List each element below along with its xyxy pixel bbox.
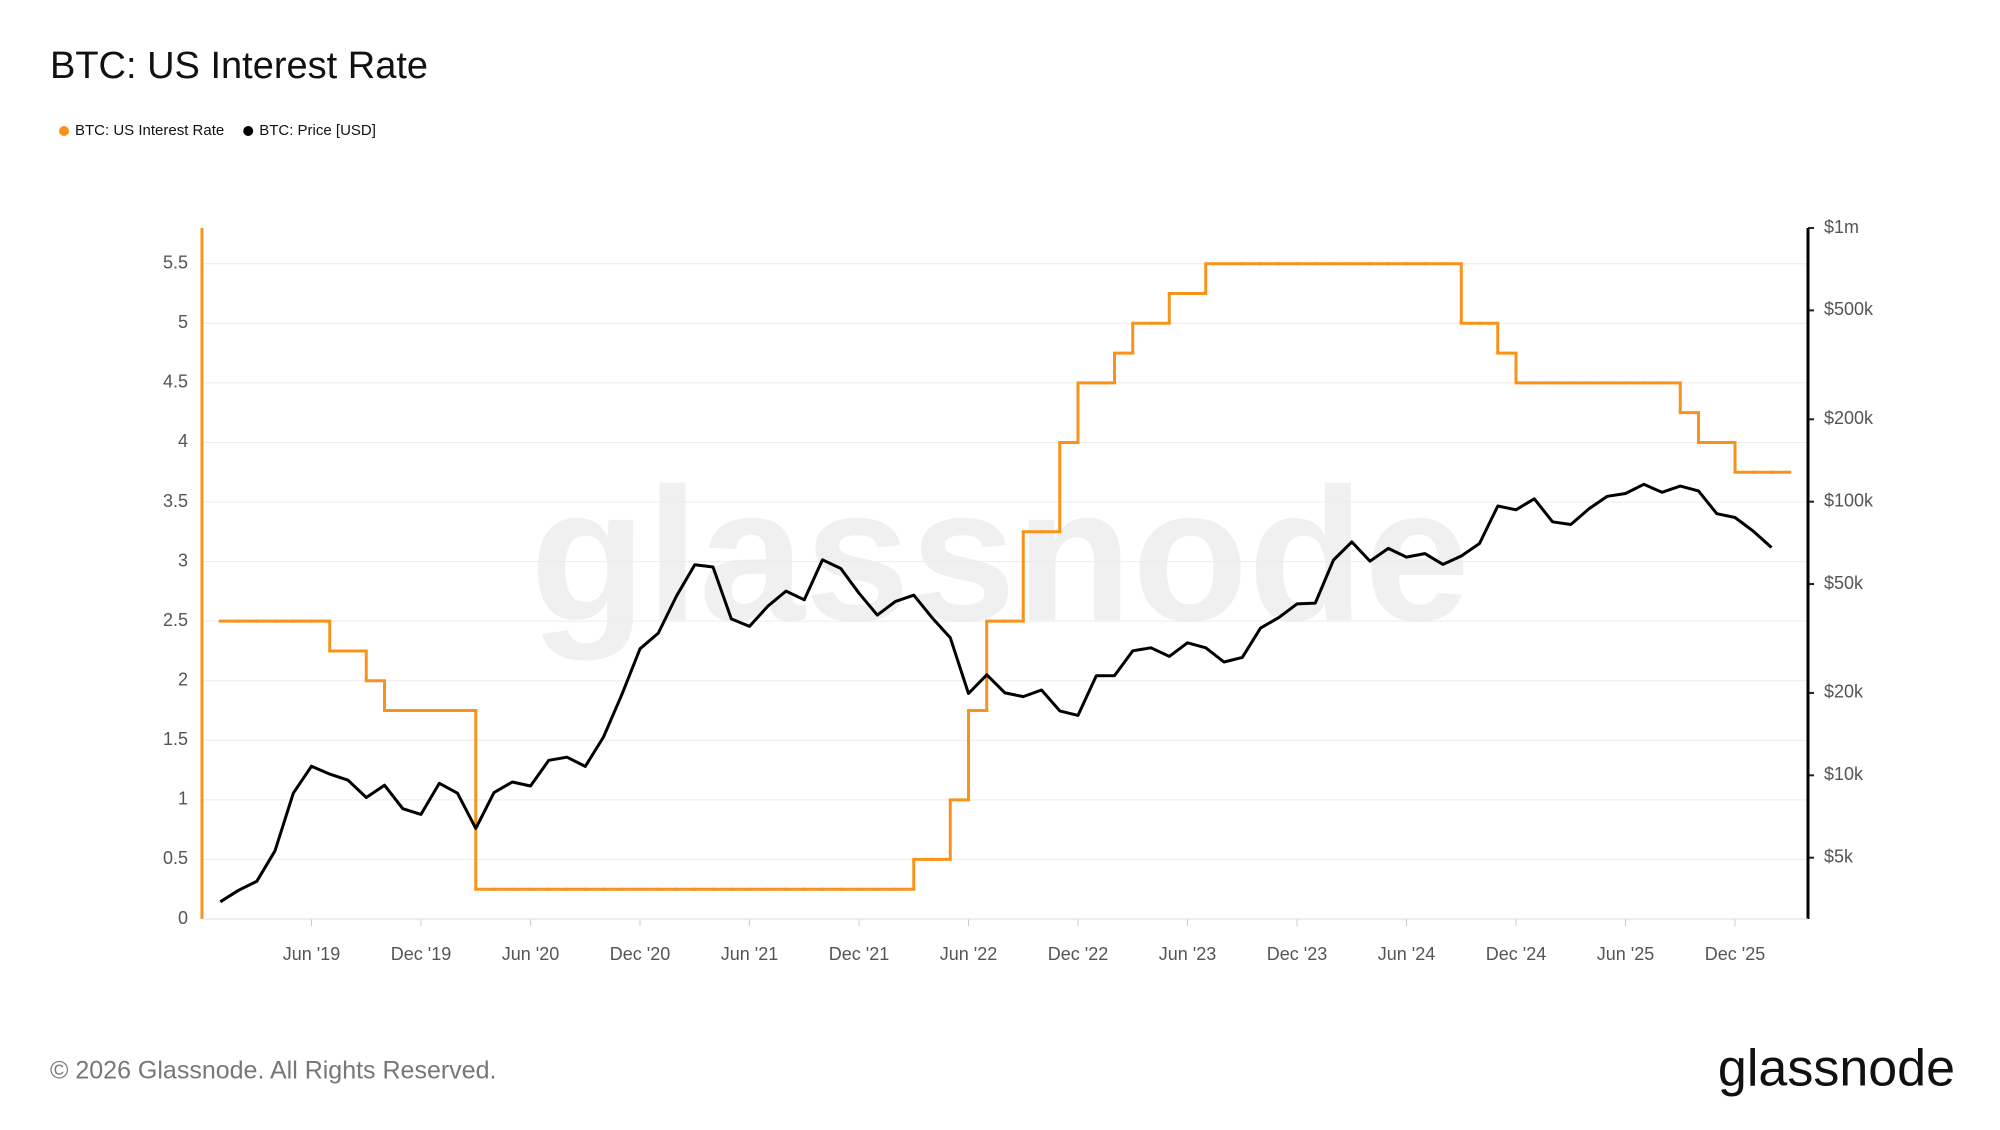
footer: © 2026 Glassnode. All Rights Reserved. <box>50 1057 496 1085</box>
x-tick-label: Jun '22 <box>940 944 997 964</box>
y-tick-label: 5.5 <box>163 252 188 272</box>
x-tick-label: Dec '23 <box>1267 944 1327 964</box>
y2-tick-label: $5k <box>1824 846 1854 866</box>
legend-marker <box>59 126 69 136</box>
logo: glassnode <box>1718 1040 1955 1098</box>
y-tick-label: 3.5 <box>163 491 188 511</box>
chart-title: BTC: US Interest Rate <box>50 45 428 87</box>
y-tick-label: 3 <box>178 550 188 570</box>
y-tick-label: 5 <box>178 312 188 332</box>
legend-label: BTC: Price [USD] <box>259 122 376 139</box>
x-tick-label: Dec '21 <box>829 944 889 964</box>
legend-label: BTC: US Interest Rate <box>75 122 224 139</box>
y-tick-label: 4.5 <box>163 372 188 392</box>
x-tick-label: Dec '19 <box>391 944 451 964</box>
x-tick-label: Jun '20 <box>502 944 559 964</box>
price-line <box>219 482 1773 904</box>
x-tick-label: Dec '22 <box>1048 944 1108 964</box>
y-tick-label: 4 <box>178 431 188 451</box>
x-tick-label: Jun '24 <box>1378 944 1435 964</box>
x-tick-label: Dec '25 <box>1705 944 1765 964</box>
x-tick-label: Dec '24 <box>1486 944 1546 964</box>
x-tick-label: Dec '20 <box>610 944 670 964</box>
y-tick-label: 2 <box>178 669 188 689</box>
y-tick-label: 1.5 <box>163 729 188 749</box>
y2-tick-label: $500k <box>1824 299 1874 319</box>
y2-tick-label: $100k <box>1824 490 1874 510</box>
y2-tick-label: $10k <box>1824 764 1864 784</box>
x-tick-label: Jun '19 <box>283 944 340 964</box>
x-tick-label: Jun '23 <box>1159 944 1216 964</box>
x-tick-label: Jun '25 <box>1597 944 1654 964</box>
watermark: glassnode <box>530 449 1470 661</box>
legend: BTC: US Interest Rate BTC: Price [USD] <box>59 122 376 139</box>
y2-tick-label: $1m <box>1824 217 1859 237</box>
y-tick-label: 1 <box>178 789 188 809</box>
y-tick-label: 2.5 <box>163 610 188 630</box>
y-tick-label: 0.5 <box>163 848 188 868</box>
y2-tick-label: $200k <box>1824 408 1874 428</box>
x-tick-label: Jun '21 <box>721 944 778 964</box>
y-tick-label: 0 <box>178 908 188 928</box>
y2-tick-label: $50k <box>1824 573 1864 593</box>
legend-marker <box>243 126 254 136</box>
y2-tick-label: $20k <box>1824 682 1864 702</box>
